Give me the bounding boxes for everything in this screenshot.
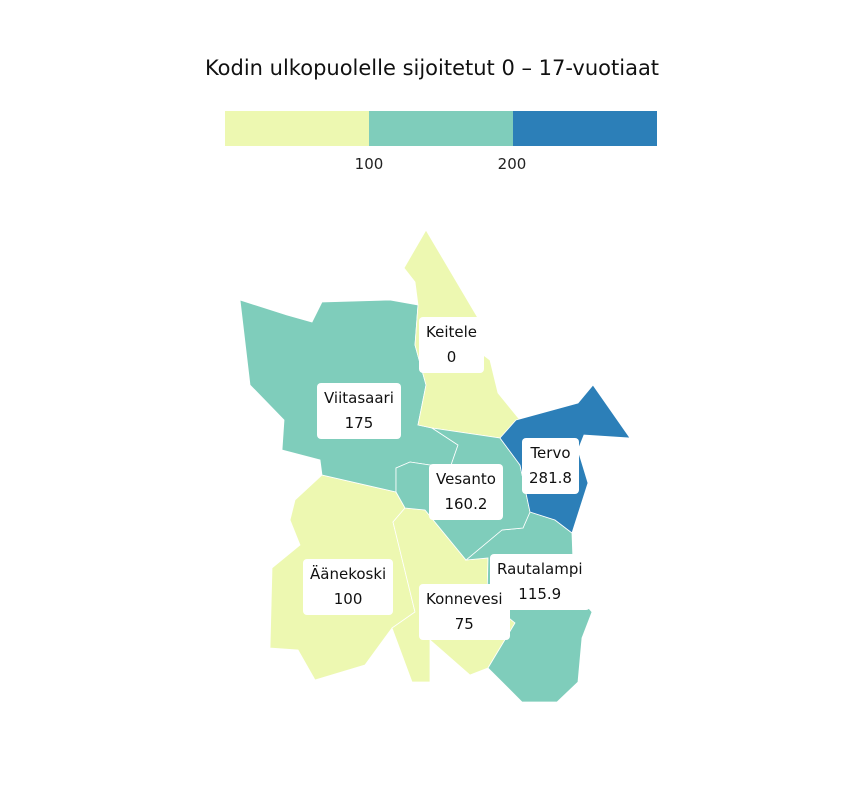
label-aanekoski-value: 100 <box>333 590 363 608</box>
legend-tick-200: 200 <box>497 155 527 173</box>
label-aanekoski: Äänekoski 100 <box>303 559 394 615</box>
label-konnevesi: Konnevesi 75 <box>419 584 510 640</box>
label-vesanto: Vesanto 160.2 <box>429 464 503 520</box>
label-aanekoski-name: Äänekoski <box>310 565 387 583</box>
legend-bin-mid <box>369 111 513 146</box>
legend-tick-100: 100 <box>354 155 384 173</box>
label-tervo-name: Tervo <box>530 444 571 462</box>
label-tervo-value: 281.8 <box>529 469 572 487</box>
label-rautalampi-name: Rautalampi <box>497 560 583 578</box>
label-keitele-name: Keitele <box>426 323 477 341</box>
legend-bin-high <box>513 111 657 146</box>
label-keitele: Keitele 0 <box>419 317 484 373</box>
label-keitele-value: 0 <box>446 348 457 366</box>
label-viitasaari-name: Viitasaari <box>324 389 394 407</box>
label-viitasaari: Viitasaari 175 <box>317 383 401 439</box>
color-legend <box>225 111 657 146</box>
label-konnevesi-value: 75 <box>454 615 474 633</box>
label-vesanto-name: Vesanto <box>436 470 496 488</box>
label-viitasaari-value: 175 <box>344 414 374 432</box>
label-konnevesi-name: Konnevesi <box>426 590 503 608</box>
legend-bin-low <box>225 111 369 146</box>
label-vesanto-value: 160.2 <box>444 495 488 513</box>
label-tervo: Tervo 281.8 <box>522 438 579 494</box>
label-rautalampi-value: 115.9 <box>518 585 562 603</box>
map-title: Kodin ulkopuolelle sijoitetut 0 – 17-vuo… <box>204 56 660 80</box>
